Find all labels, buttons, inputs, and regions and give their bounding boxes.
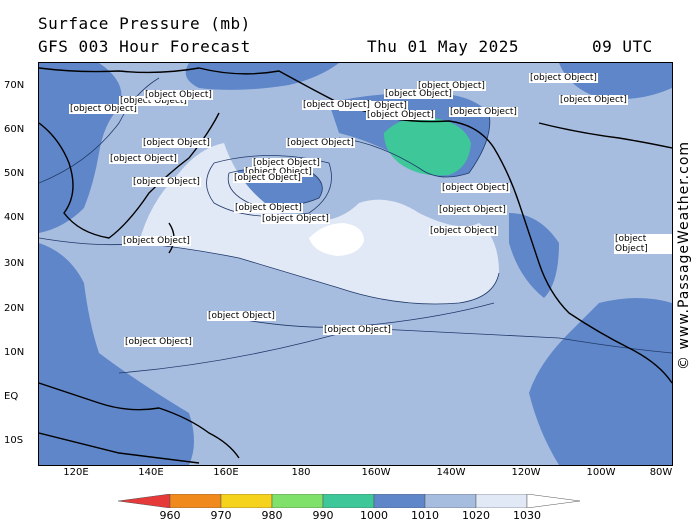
isobar-label: [object Object] — [614, 234, 672, 254]
isobar-label: [object Object] — [109, 154, 178, 164]
isobar-label: [object Object] — [529, 73, 598, 83]
lat-label: 20N — [4, 303, 25, 314]
isobar-label: [object Object] — [69, 104, 138, 114]
colorbar-segment — [271, 494, 324, 508]
isobar-label: [object Object] — [559, 95, 628, 105]
map-title: Surface Pressure (mb) — [38, 14, 251, 33]
site-credit: © www.PassageWeather.com — [676, 140, 692, 370]
low-pressure-core — [384, 117, 471, 176]
lon-label: 140E — [138, 467, 164, 478]
lat-label: 10N — [4, 347, 25, 358]
colorbar-tick: 970 — [210, 509, 232, 522]
lat-label: 50N — [4, 168, 25, 179]
isobar-label: [object Object] — [132, 177, 201, 187]
colorbar-segment — [322, 494, 375, 508]
isobar-label: [object Object] — [286, 138, 355, 148]
lon-label: 160E — [213, 467, 239, 478]
lon-label: 160W — [361, 467, 391, 478]
isobar-label: [object Object] — [244, 167, 313, 177]
isobar-label: [object Object] — [449, 107, 518, 117]
isobar-label: [object Object] — [417, 81, 486, 91]
lon-label: 180 — [291, 467, 311, 478]
colorbar-tick: 980 — [261, 509, 283, 522]
colorbar-tick: 1010 — [411, 509, 439, 522]
lat-label: EQ — [4, 391, 19, 402]
colorbar-tick: 990 — [312, 509, 334, 522]
colorbar-segment — [220, 494, 273, 508]
colorbar-segment — [169, 494, 222, 508]
colorbar-segment — [424, 494, 477, 508]
lon-label: 100W — [586, 467, 616, 478]
lat-label: 70N — [4, 80, 25, 91]
isobar-label: [object Object] — [438, 205, 507, 215]
isobar-label: [object Object] — [302, 100, 371, 110]
colorbar-tick: 1000 — [360, 509, 388, 522]
lat-label: 40N — [4, 212, 25, 223]
isobar-label: [object Object] — [119, 96, 188, 106]
pressure-colorbar — [118, 494, 581, 508]
colorbar-segment — [118, 494, 171, 508]
colorbar-tick: 1020 — [462, 509, 490, 522]
colorbar-segment — [373, 494, 426, 508]
isobar-label: [object Object] — [207, 311, 276, 321]
colorbar-segment — [526, 494, 581, 508]
isobar-label: [object Object] — [441, 183, 510, 193]
forecast-label: GFS 003 Hour Forecast — [38, 37, 251, 56]
lat-label: 60N — [4, 124, 25, 135]
forecast-time: 09 UTC — [592, 37, 653, 56]
isobar-label: [object Object] — [124, 337, 193, 347]
lon-label: 120W — [511, 467, 541, 478]
isobar-label: [object Object] — [429, 226, 498, 236]
pressure-map: [object Object] [object Object] [object … — [38, 62, 673, 466]
isobar-label: [object Object] — [261, 214, 330, 224]
isobar-label: [object Object] — [234, 203, 303, 213]
isobar-label: [object Object] — [323, 325, 392, 335]
high-pressure-center — [309, 223, 364, 256]
lat-label: 30N — [4, 258, 25, 269]
isobar-label: [object Object] — [339, 101, 408, 111]
isobar-label: [object Object] — [233, 173, 302, 183]
colorbar-tick: 1030 — [513, 509, 541, 522]
isobar-label: [object Object] — [122, 236, 191, 246]
lon-label: 80W — [649, 467, 673, 478]
colorbar-tick: 960 — [159, 509, 181, 522]
lon-label: 120E — [63, 467, 89, 478]
isobar-label: [object Object] — [144, 90, 213, 100]
isobar-label: [object Object] — [142, 138, 211, 148]
isobar-label: [object Object] — [366, 110, 435, 120]
isobar-label: [object Object] — [384, 89, 453, 99]
lon-label: 140W — [436, 467, 466, 478]
forecast-date: Thu 01 May 2025 — [367, 37, 519, 56]
colorbar-segment — [475, 494, 528, 508]
lat-label: 10S — [4, 435, 24, 446]
isobar-label: [object Object] — [252, 158, 321, 168]
